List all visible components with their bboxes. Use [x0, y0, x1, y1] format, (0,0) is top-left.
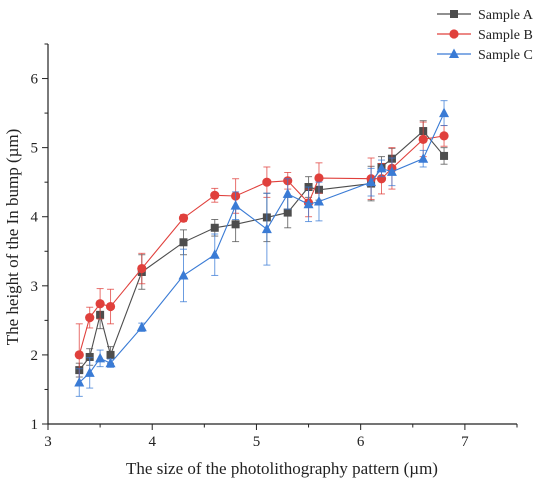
legend-entry: Sample C — [437, 48, 533, 63]
data-point — [105, 357, 116, 368]
data-point — [105, 301, 116, 312]
y-tick-label: 2 — [31, 348, 39, 364]
data-point — [74, 350, 84, 360]
data-point — [136, 321, 147, 332]
data-point — [440, 151, 449, 160]
y-tick-label: 3 — [31, 279, 39, 295]
data-point — [95, 352, 106, 363]
y-tick-label: 1 — [31, 417, 39, 433]
data-point — [209, 249, 220, 259]
data-point — [386, 166, 397, 176]
data-point — [283, 208, 292, 217]
legend-label: Sample A — [478, 8, 534, 23]
x-tick-label: 3 — [44, 434, 52, 450]
data-point — [439, 131, 449, 141]
data-point — [85, 352, 94, 361]
data-point — [314, 173, 324, 183]
y-tick-label: 4 — [31, 210, 39, 226]
x-tick-label: 6 — [357, 434, 365, 450]
x-tick-label: 7 — [461, 434, 469, 450]
axes: 3 4 5 6 7 1 2 3 4 5 6 — [31, 43, 518, 450]
data-point — [85, 313, 95, 323]
data-point — [439, 107, 450, 118]
x-tick-label: 5 — [253, 434, 261, 450]
legend-label: Sample C — [478, 48, 533, 63]
data-point — [178, 213, 189, 223]
data-point — [303, 198, 314, 209]
data-point — [179, 238, 188, 247]
data-point — [313, 196, 324, 206]
data-point — [230, 200, 241, 210]
data-point — [106, 350, 115, 359]
data-point — [262, 177, 272, 187]
data-point — [95, 299, 105, 309]
x-tick-label: 4 — [148, 434, 156, 450]
data-point — [376, 162, 387, 173]
data-point — [84, 367, 95, 377]
data-point — [178, 269, 189, 280]
y-tick-label: 6 — [31, 72, 39, 88]
data-point — [261, 223, 272, 234]
data-point — [418, 153, 429, 163]
data-point — [366, 176, 377, 187]
legend-entry: Sample B — [437, 28, 533, 43]
legend-entry: Sample A — [437, 8, 534, 23]
data-point — [231, 220, 240, 229]
series-line — [78, 112, 445, 383]
data-point — [74, 377, 85, 387]
data-point — [210, 223, 219, 232]
y-axis-label: The height of the In bump (µm) — [3, 129, 22, 346]
legend: Sample A Sample B Sample C — [437, 8, 534, 63]
legend-marker — [450, 10, 458, 18]
data-point — [210, 190, 220, 200]
data-point — [418, 134, 428, 144]
y-tick-label: 5 — [31, 141, 39, 157]
series-layer — [74, 100, 450, 397]
legend-label: Sample B — [478, 28, 533, 43]
series-sample-c — [74, 100, 450, 397]
legend-marker — [449, 48, 459, 58]
data-point — [137, 263, 147, 274]
data-point — [282, 188, 293, 198]
x-axis-label: The size of the photolithography pattern… — [126, 459, 438, 478]
legend-marker — [449, 29, 459, 39]
